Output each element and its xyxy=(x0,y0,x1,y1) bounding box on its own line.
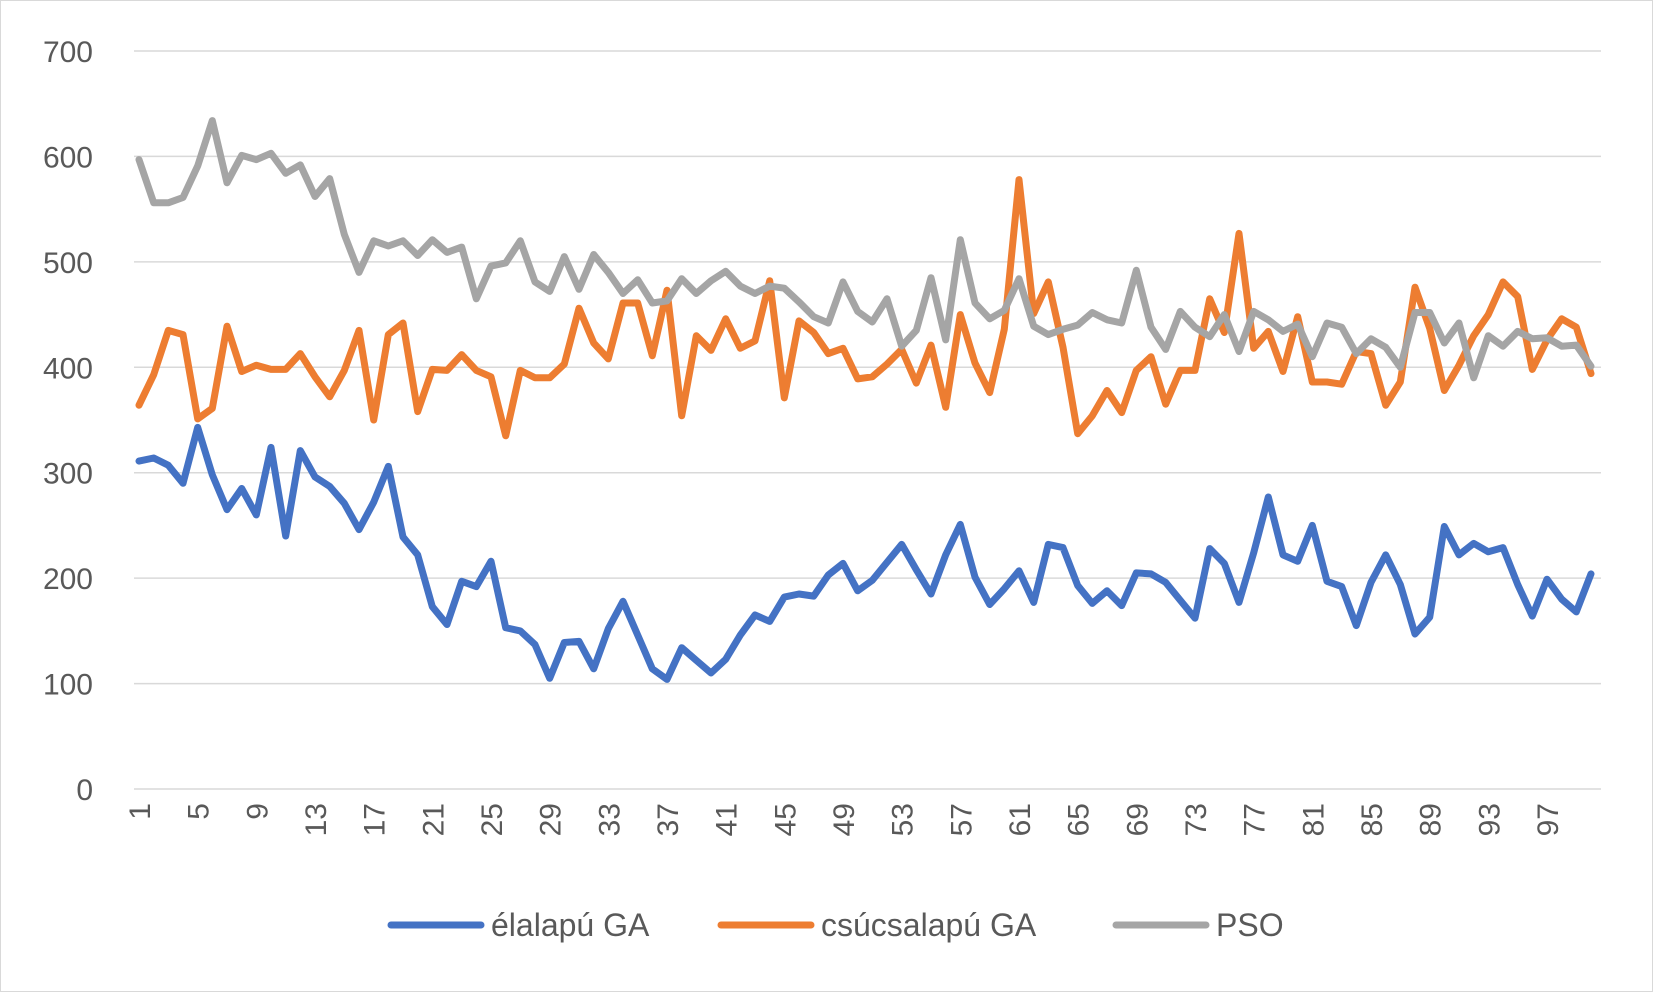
x-tick-label: 77 xyxy=(1239,803,1272,836)
legend-item-1: csúcsalapú GA xyxy=(717,907,1037,943)
x-tick-label: 45 xyxy=(769,803,802,836)
x-tick: 73 xyxy=(1180,803,1213,836)
y-tick-label: 400 xyxy=(43,352,93,385)
x-tick-label: 17 xyxy=(359,803,392,836)
x-tick-label: 37 xyxy=(652,803,685,836)
legend-item-0: élalapú GA xyxy=(387,907,650,943)
x-tick: 13 xyxy=(300,803,333,836)
x-tick-label: 61 xyxy=(1004,803,1037,836)
x-tick-label: 69 xyxy=(1121,803,1154,836)
x-tick-label: 49 xyxy=(828,803,861,836)
legend: élalapú GA csúcsalapú GA PSO xyxy=(387,907,1284,943)
x-tick-label: 89 xyxy=(1415,803,1448,836)
x-tick: 93 xyxy=(1473,803,1506,836)
x-tick: 41 xyxy=(711,803,744,836)
x-tick-label: 41 xyxy=(711,803,744,836)
x-tick: 97 xyxy=(1532,803,1565,836)
x-tick-label: 93 xyxy=(1473,803,1506,836)
x-tick: 53 xyxy=(887,803,920,836)
x-tick: 85 xyxy=(1356,803,1389,836)
x-tick-label: 13 xyxy=(300,803,333,836)
x-tick: 81 xyxy=(1297,803,1330,836)
x-axis-tick-labels: 1 5 9 13 17 21 25 29 33 37 41 45 49 53 57 61 65 69 73 77 81 8… xyxy=(124,803,1565,836)
y-tick-label: 0 xyxy=(76,774,93,807)
x-tick-label: 73 xyxy=(1180,803,1213,836)
x-tick: 61 xyxy=(1004,803,1037,836)
y-tick-label: 300 xyxy=(43,458,93,491)
y-tick-label: 200 xyxy=(43,563,93,596)
x-tick: 33 xyxy=(593,803,626,836)
x-tick-label: 85 xyxy=(1356,803,1389,836)
x-tick: 37 xyxy=(652,803,685,836)
legend-label: élalapú GA xyxy=(491,907,650,943)
x-tick: 49 xyxy=(828,803,861,836)
x-tick: 77 xyxy=(1239,803,1272,836)
x-tick-label: 33 xyxy=(593,803,626,836)
x-tick: 57 xyxy=(945,803,978,836)
x-tick-label: 81 xyxy=(1297,803,1330,836)
legend-item-2: PSO xyxy=(1112,907,1284,943)
x-tick-label: 25 xyxy=(476,803,509,836)
x-tick: 5 xyxy=(183,803,216,820)
x-tick: 17 xyxy=(359,803,392,836)
gridlines xyxy=(134,50,1601,790)
y-tick-label: 100 xyxy=(43,669,93,702)
legend-label: PSO xyxy=(1216,907,1284,943)
x-tick: 45 xyxy=(769,803,802,836)
x-tick: 65 xyxy=(1063,803,1096,836)
x-tick-label: 29 xyxy=(535,803,568,836)
x-tick: 29 xyxy=(535,803,568,836)
x-tick-label: 57 xyxy=(945,803,978,836)
x-tick: 69 xyxy=(1121,803,1154,836)
y-tick-label: 700 xyxy=(43,36,93,69)
series-lines xyxy=(135,117,1595,683)
x-tick: 25 xyxy=(476,803,509,836)
x-tick-label: 97 xyxy=(1532,803,1565,836)
x-tick: 21 xyxy=(417,803,450,836)
x-tick-label: 65 xyxy=(1063,803,1096,836)
x-tick: 89 xyxy=(1415,803,1448,836)
x-tick-label: 21 xyxy=(417,803,450,836)
series-line-1 xyxy=(135,176,1595,440)
y-axis-tick-labels: 0 100 200 300 400 500 600 700 xyxy=(43,36,93,807)
x-tick-label: 9 xyxy=(241,803,274,820)
legend-label: csúcsalapú GA xyxy=(821,907,1037,943)
x-tick-label: 1 xyxy=(124,803,157,820)
series-line-0 xyxy=(135,423,1595,683)
x-tick: 9 xyxy=(241,803,274,820)
series-line-2 xyxy=(135,117,1595,382)
x-tick-label: 53 xyxy=(887,803,920,836)
x-tick-label: 5 xyxy=(183,803,216,820)
y-tick-label: 600 xyxy=(43,141,93,174)
y-tick-label: 500 xyxy=(43,247,93,280)
x-tick: 1 xyxy=(124,803,157,820)
